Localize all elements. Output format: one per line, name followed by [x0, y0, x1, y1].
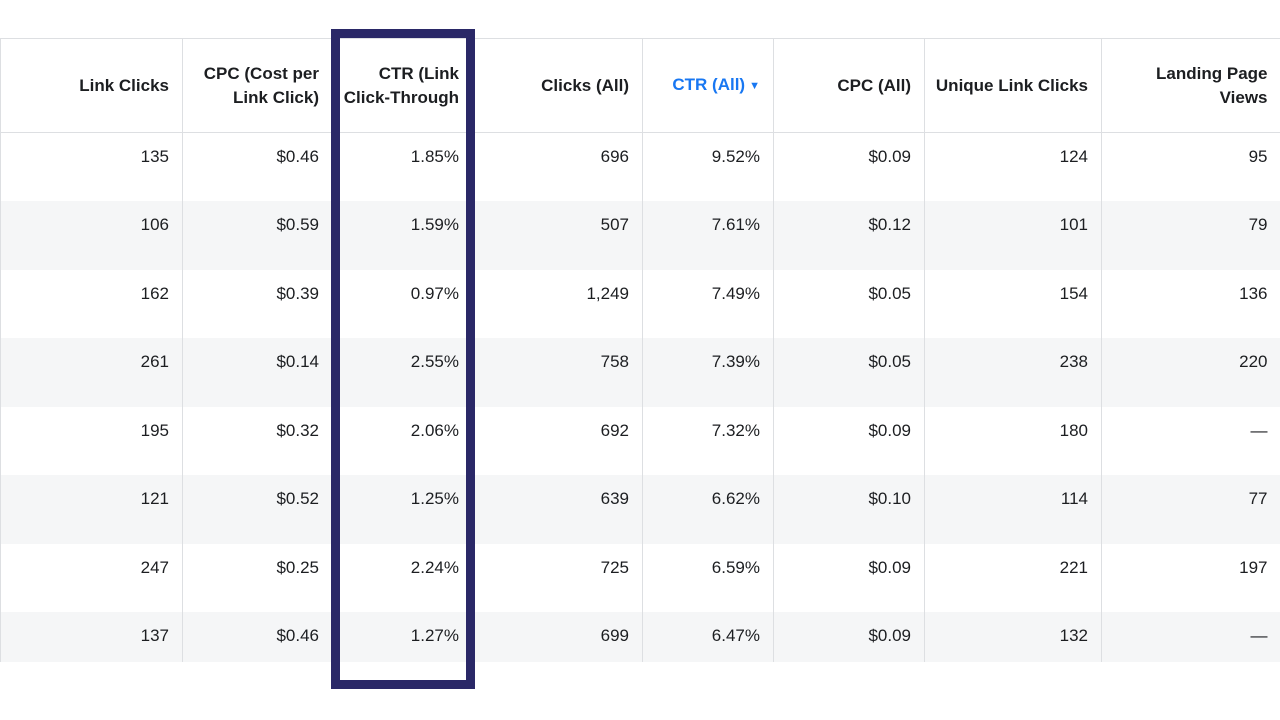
- cell-unique-link-clicks: 221: [924, 543, 1102, 612]
- column-header-unique-link-clicks[interactable]: Unique Link Clicks: [924, 38, 1102, 133]
- cell-ctr-link: 2.55%: [332, 338, 473, 407]
- cell-unique-link-clicks: 238: [924, 338, 1102, 407]
- cell-clicks-all: 1,249: [472, 269, 643, 338]
- cell-ctr-link: 2.24%: [332, 543, 473, 612]
- column-header-link-clicks[interactable]: Link Clicks: [0, 38, 183, 133]
- table-row[interactable]: 195 $0.32 2.06% 692 7.32% $0.09 180—: [0, 406, 1280, 475]
- cell-cpc-link: $0.52: [182, 475, 333, 544]
- cell-ctr-link: 1.85%: [332, 132, 473, 201]
- table-row[interactable]: 261 $0.14 2.55% 758 7.39% $0.05 238 220: [0, 338, 1280, 407]
- ads-metrics-table: Link Clicks CPC (Cost per Link Click) CT…: [0, 38, 1280, 662]
- cell-link-clicks: 137: [0, 612, 183, 662]
- cell-link-clicks: 247: [0, 543, 183, 612]
- cell-ctr-link: 1.25%: [332, 475, 473, 544]
- cell-clicks-all: 639: [472, 475, 643, 544]
- cell-cpc-all: $0.09: [773, 543, 925, 612]
- column-header-ctr-link-click-through[interactable]: CTR (Link Click-Through: [332, 38, 473, 133]
- cell-unique-link-clicks: 124: [924, 132, 1102, 201]
- cell-link-clicks: 106: [0, 201, 183, 270]
- cell-cpc-link: $0.46: [182, 132, 333, 201]
- cell-ctr-link: 1.59%: [332, 201, 473, 270]
- cell-ctr-all: 7.39%: [642, 338, 774, 407]
- cell-ctr-all: 6.47%: [642, 612, 774, 662]
- column-header-cpc-all[interactable]: CPC (All): [773, 38, 925, 133]
- cell-cpc-all: $0.12: [773, 201, 925, 270]
- column-header-landing-page-views[interactable]: Landing Page Views: [1101, 38, 1280, 133]
- cell-cpc-all: $0.09: [773, 612, 925, 662]
- table-row[interactable]: 106 $0.59 1.59% 507 7.61% $0.12 101 79: [0, 201, 1280, 270]
- cell-unique-link-clicks: 154: [924, 269, 1102, 338]
- cell-ctr-link: 0.97%: [332, 269, 473, 338]
- table-header-row: Link Clicks CPC (Cost per Link Click) CT…: [0, 38, 1280, 133]
- cell-ctr-all: 9.52%: [642, 132, 774, 201]
- cell-ctr-all: 6.62%: [642, 475, 774, 544]
- cell-cpc-all: $0.09: [773, 406, 925, 475]
- ads-metrics-table-container: Link Clicks CPC (Cost per Link Click) CT…: [0, 38, 1280, 690]
- caret-down-icon: ▼: [749, 80, 760, 92]
- cell-landing-page-views: 136: [1101, 269, 1280, 338]
- table-row[interactable]: 135 $0.46 1.85% 696 9.52% $0.09 124 95: [0, 132, 1280, 201]
- cell-landing-page-views: 77: [1101, 475, 1280, 544]
- cell-cpc-all: $0.05: [773, 269, 925, 338]
- cell-clicks-all: 507: [472, 201, 643, 270]
- cell-cpc-link: $0.39: [182, 269, 333, 338]
- cell-clicks-all: 696: [472, 132, 643, 201]
- cell-landing-page-views: 95: [1101, 132, 1280, 201]
- cell-unique-link-clicks: 180: [924, 406, 1102, 475]
- cell-unique-link-clicks: 132: [924, 612, 1102, 662]
- cell-link-clicks: 121: [0, 475, 183, 544]
- cell-clicks-all: 699: [472, 612, 643, 662]
- cell-ctr-link: 2.06%: [332, 406, 473, 475]
- cell-cpc-link: $0.32: [182, 406, 333, 475]
- cell-cpc-link: $0.46: [182, 612, 333, 662]
- cell-landing-page-views: 79: [1101, 201, 1280, 270]
- cell-clicks-all: 725: [472, 543, 643, 612]
- cell-link-clicks: 135: [0, 132, 183, 201]
- cell-ctr-link: 1.27%: [332, 612, 473, 662]
- table-row[interactable]: 162 $0.39 0.97% 1,249 7.49% $0.05 154 136: [0, 269, 1280, 338]
- table-row[interactable]: 137 $0.46 1.27% 699 6.47% $0.09 132—: [0, 612, 1280, 662]
- cell-landing-page-views: 220: [1101, 338, 1280, 407]
- cell-cpc-link: $0.25: [182, 543, 333, 612]
- cell-ctr-all: 7.32%: [642, 406, 774, 475]
- cell-link-clicks: 261: [0, 338, 183, 407]
- column-header-clicks-all[interactable]: Clicks (All): [472, 38, 643, 133]
- cell-unique-link-clicks: 114: [924, 475, 1102, 544]
- cell-unique-link-clicks: 101: [924, 201, 1102, 270]
- cell-cpc-all: $0.10: [773, 475, 925, 544]
- column-header-cpc-cost-per-link-click[interactable]: CPC (Cost per Link Click): [182, 38, 333, 133]
- table-row[interactable]: 121 $0.52 1.25% 639 6.62% $0.10 114 77: [0, 475, 1280, 544]
- cell-cpc-all: $0.05: [773, 338, 925, 407]
- cell-clicks-all: 692: [472, 406, 643, 475]
- table-row[interactable]: 247 $0.25 2.24% 725 6.59% $0.09 221 197: [0, 543, 1280, 612]
- column-header-ctr-all[interactable]: CTR (All) ▼: [642, 38, 774, 133]
- cell-ctr-all: 7.49%: [642, 269, 774, 338]
- cell-link-clicks: 195: [0, 406, 183, 475]
- cell-landing-page-views: —: [1101, 406, 1280, 475]
- cell-clicks-all: 758: [472, 338, 643, 407]
- cell-landing-page-views: —: [1101, 612, 1280, 662]
- cell-cpc-link: $0.59: [182, 201, 333, 270]
- cell-ctr-all: 7.61%: [642, 201, 774, 270]
- cell-landing-page-views: 197: [1101, 543, 1280, 612]
- cell-link-clicks: 162: [0, 269, 183, 338]
- cell-cpc-link: $0.14: [182, 338, 333, 407]
- cell-ctr-all: 6.59%: [642, 543, 774, 612]
- cell-cpc-all: $0.09: [773, 132, 925, 201]
